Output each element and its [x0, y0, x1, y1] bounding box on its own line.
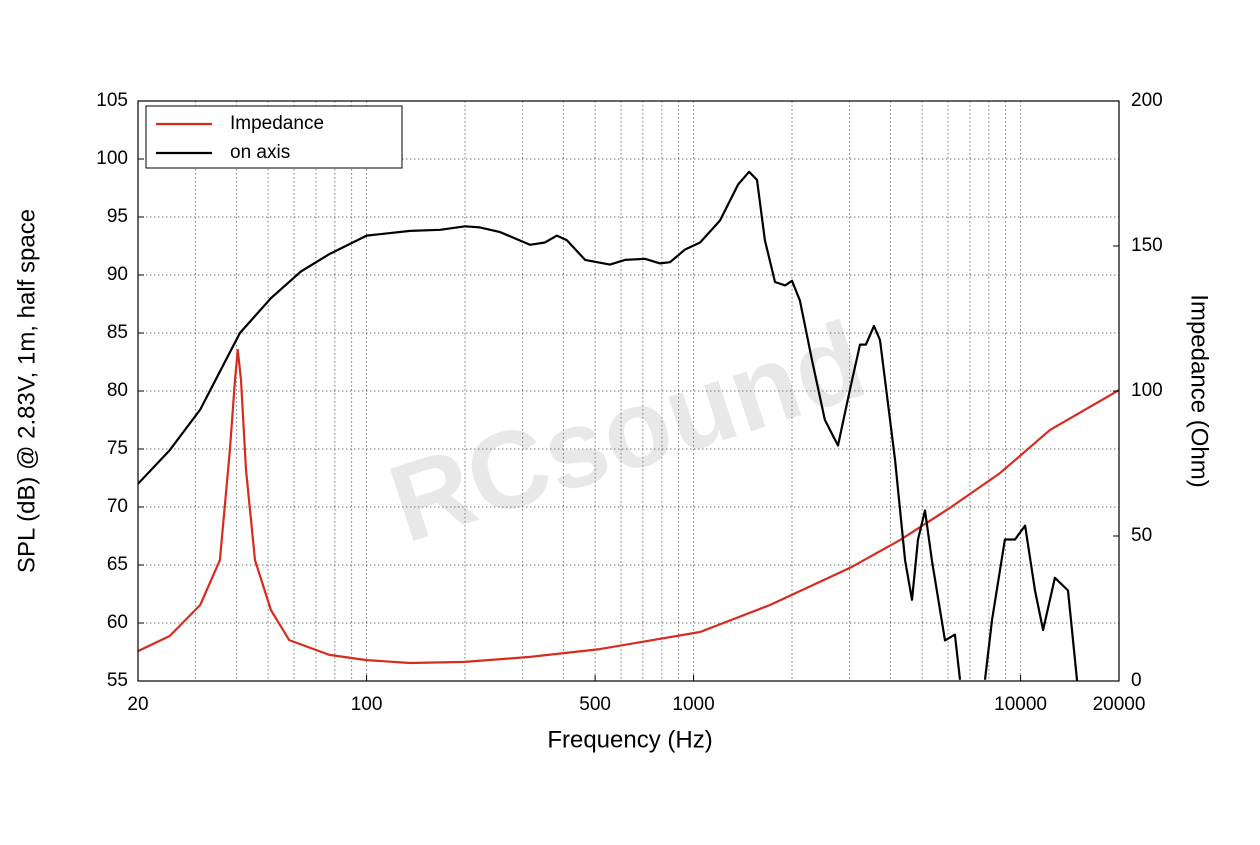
watermark: RCsound — [376, 298, 879, 566]
y-tick-label: 80 — [107, 380, 128, 401]
legend-label: on axis — [230, 142, 290, 163]
series-line — [138, 170, 1079, 681]
y-tick-label: 105 — [96, 90, 128, 111]
y2-tick-label: 0 — [1131, 670, 1142, 691]
y-axis-label: SPL (dB) @ 2.83V, 1m, half space — [13, 209, 40, 573]
x-axis-label: Frequency (Hz) — [547, 726, 712, 753]
y-tick-label: 75 — [107, 438, 128, 459]
series-line — [138, 349, 1119, 665]
y-tick-label: 65 — [107, 554, 128, 575]
x-tick-label: 500 — [579, 694, 611, 715]
legend-box — [145, 105, 403, 169]
y-tick-label: 60 — [107, 612, 128, 633]
y2-axis-label: Impedance (Ohm) — [1186, 294, 1213, 487]
y-tick-label: 85 — [107, 322, 128, 343]
y-tick-label: 70 — [107, 496, 128, 517]
y2-tick-label: 100 — [1131, 380, 1163, 401]
y-tick-label: 100 — [96, 148, 128, 169]
y-tick-label: 95 — [107, 206, 128, 227]
x-tick-label: 20 — [127, 694, 148, 715]
y2-tick-label: 50 — [1131, 525, 1152, 546]
x-tick-label: 10000 — [994, 694, 1047, 715]
x-tick-label: 20000 — [1093, 694, 1146, 715]
x-tick-label: 100 — [351, 694, 383, 715]
x-tick-label: 1000 — [672, 694, 714, 715]
y-tick-label: 55 — [107, 670, 128, 691]
y2-tick-label: 150 — [1131, 235, 1163, 256]
legend-label: Impedance — [230, 113, 324, 134]
y2-tick-label: 200 — [1131, 90, 1163, 111]
y-tick-label: 90 — [107, 264, 128, 285]
